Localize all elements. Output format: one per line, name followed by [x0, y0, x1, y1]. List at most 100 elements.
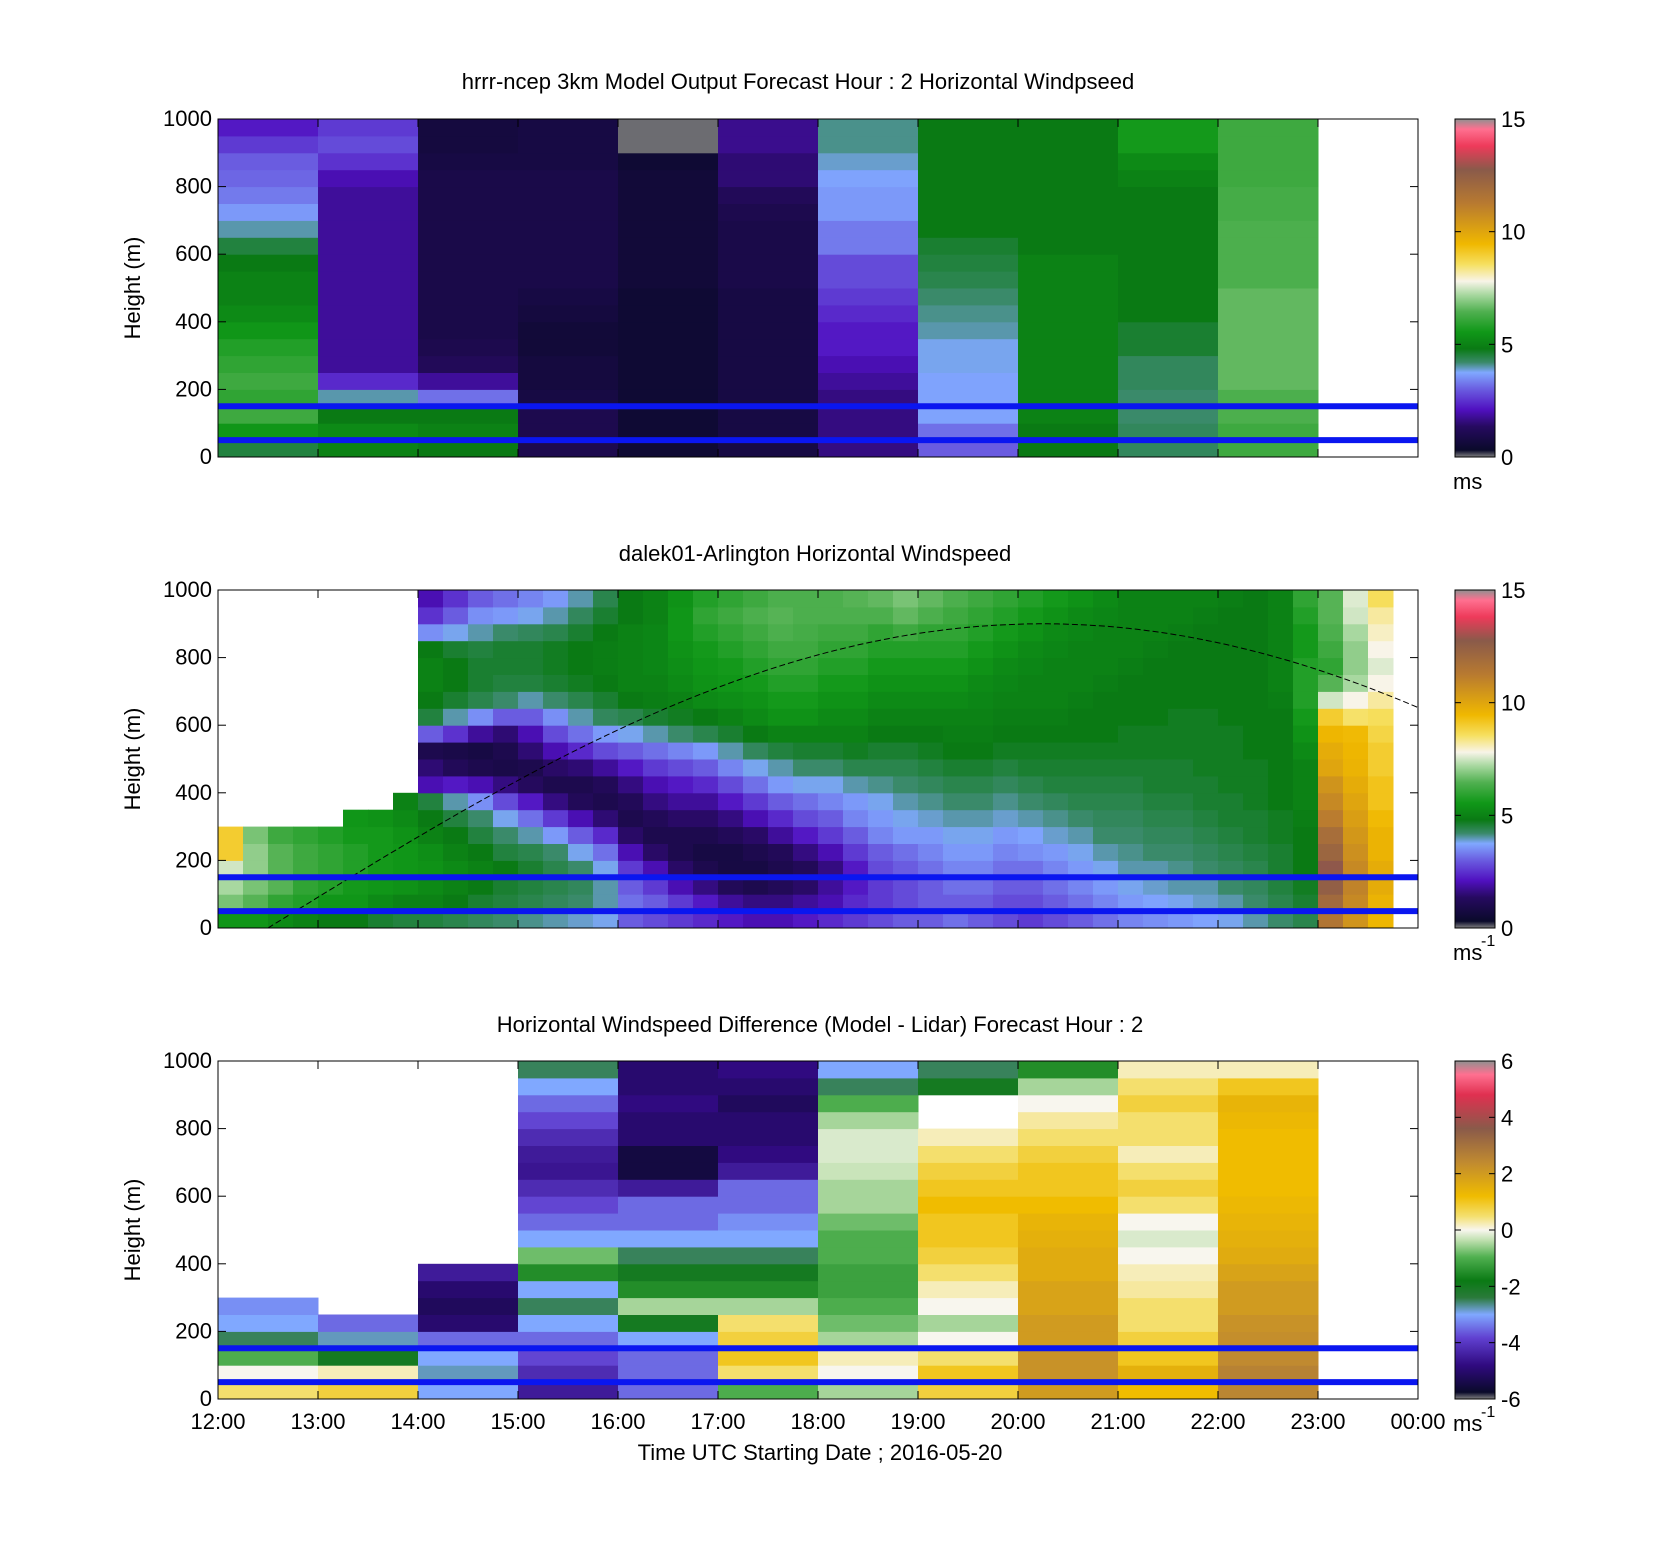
heatmap-cell: [1018, 135, 1119, 154]
heatmap-cell: [1293, 606, 1319, 625]
colorbar-tick-label: 4: [1501, 1105, 1513, 1130]
heatmap-cell: [668, 759, 694, 777]
heatmap-cell: [1093, 674, 1119, 692]
heatmap-cell: [918, 742, 944, 760]
heatmap-cell: [668, 606, 694, 625]
heatmap-cell: [943, 674, 969, 692]
heatmap-cell: [318, 894, 344, 912]
heatmap-cell: [918, 220, 1019, 238]
heatmap-cell: [868, 759, 894, 777]
heatmap-cell: [1218, 691, 1244, 709]
heatmap-cell: [968, 725, 994, 743]
heatmap-cell: [843, 708, 869, 726]
heatmap-cell: [893, 860, 919, 878]
heatmap-cell: [318, 271, 419, 289]
heatmap-cell: [618, 775, 644, 794]
heatmap-cell: [918, 877, 944, 895]
x-tick-label: 18:00: [790, 1409, 845, 1434]
heatmap-cell: [518, 860, 544, 878]
heatmap-cell: [293, 826, 319, 844]
heatmap-cell: [593, 606, 619, 625]
heatmap-cell: [793, 606, 819, 625]
heatmap-cell: [618, 1094, 719, 1113]
heatmap-cell: [343, 877, 369, 895]
heatmap-cell: [518, 792, 544, 811]
heatmap-cell: [1193, 809, 1219, 828]
heatmap-cell: [618, 169, 719, 188]
heatmap-cell: [643, 640, 669, 659]
heatmap-cell: [893, 877, 919, 895]
heatmap-cell: [318, 355, 419, 373]
heatmap-cell: [293, 843, 319, 861]
heatmap-cell: [1268, 590, 1294, 608]
heatmap-cell: [643, 809, 669, 828]
heatmap-cell: [818, 792, 844, 811]
heatmap-cell: [818, 1111, 919, 1130]
heatmap-cell: [918, 1230, 1019, 1248]
heatmap-cell: [768, 860, 794, 878]
heatmap-cell: [893, 826, 919, 844]
heatmap-cell: [943, 843, 969, 861]
heatmap-cell: [818, 1230, 919, 1248]
heatmap-cell: [1218, 725, 1244, 743]
heatmap-cell: [968, 708, 994, 726]
heatmap-cell: [1193, 725, 1219, 743]
heatmap-cell: [1293, 640, 1319, 659]
heatmap-cell: [543, 860, 569, 878]
colorbar-tick-label: 5: [1501, 332, 1513, 357]
heatmap-cell: [1168, 708, 1194, 726]
heatmap-cell: [693, 623, 719, 642]
heatmap-cell: [893, 590, 919, 608]
heatmap-cell: [518, 186, 619, 204]
heatmap-cell: [918, 1263, 1019, 1282]
heatmap-cell: [618, 186, 719, 204]
heatmap-cell: [643, 877, 669, 895]
heatmap-cell: [493, 590, 519, 608]
heatmap-cell: [618, 894, 644, 912]
heatmap-cell: [343, 826, 369, 844]
heatmap-cell: [893, 725, 919, 743]
heatmap-cell: [918, 1365, 1019, 1383]
heatmap-cell: [1368, 826, 1394, 844]
heatmap-cell: [1093, 725, 1119, 743]
heatmap-cell: [1018, 254, 1119, 272]
heatmap-cell: [1118, 1179, 1219, 1197]
heatmap-cell: [318, 119, 419, 137]
heatmap-cell: [993, 606, 1019, 625]
heatmap-cell: [1018, 119, 1119, 137]
heatmap-cell: [418, 826, 444, 844]
heatmap-cell: [1218, 894, 1244, 912]
heatmap-cell: [1218, 389, 1319, 407]
heatmap-cell: [618, 355, 719, 373]
heatmap-cell: [1293, 826, 1319, 844]
heatmap-cell: [618, 590, 644, 608]
heatmap-cell: [1118, 1077, 1219, 1096]
heatmap-cell: [518, 372, 619, 390]
heatmap-cell: [518, 759, 544, 777]
heatmap-cell: [818, 338, 919, 357]
heatmap-cell: [368, 860, 394, 878]
heatmap-cell: [1218, 775, 1244, 794]
heatmap-cell: [318, 169, 419, 188]
heatmap-cell: [1193, 759, 1219, 777]
heatmap-cell: [793, 691, 819, 709]
heatmap-cell: [818, 203, 919, 221]
heatmap-cell: [718, 1331, 819, 1349]
heatmap-cell: [818, 843, 844, 861]
heatmap-cell: [793, 792, 819, 811]
heatmap-cell: [493, 657, 519, 675]
heatmap-cell: [918, 135, 1019, 154]
heatmap-cell: [818, 708, 844, 726]
heatmap-cell: [1018, 590, 1044, 608]
heatmap-cell: [593, 809, 619, 828]
heatmap-cell: [1143, 775, 1169, 794]
heatmap-cell: [518, 254, 619, 272]
heatmap-cell: [218, 877, 244, 895]
heatmap-cell: [718, 1365, 819, 1383]
heatmap-cell: [1018, 1348, 1119, 1366]
heatmap-cell: [443, 894, 469, 912]
heatmap-cell: [518, 843, 544, 861]
y-axis-label: Height (m): [120, 708, 145, 811]
heatmap-cell: [1068, 792, 1094, 811]
heatmap-cell: [1218, 152, 1319, 171]
